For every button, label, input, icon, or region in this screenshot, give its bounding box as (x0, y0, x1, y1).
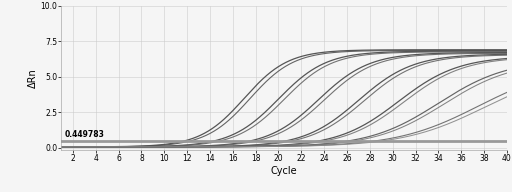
Y-axis label: ΔRn: ΔRn (28, 68, 37, 88)
Text: 0.449783: 0.449783 (65, 130, 105, 139)
X-axis label: Cycle: Cycle (271, 166, 297, 176)
